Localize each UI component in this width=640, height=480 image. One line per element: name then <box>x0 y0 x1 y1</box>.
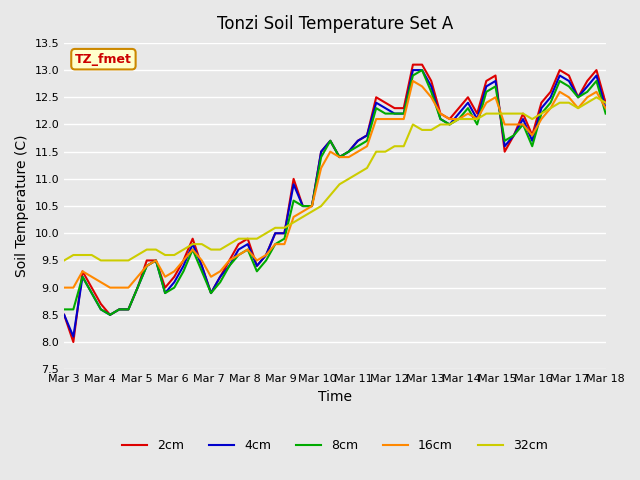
16cm <box>235 252 243 258</box>
16cm <box>400 116 408 122</box>
Line: 16cm: 16cm <box>64 81 605 288</box>
32cm <box>593 95 600 100</box>
Legend: 2cm, 4cm, 8cm, 16cm, 32cm: 2cm, 4cm, 8cm, 16cm, 32cm <box>117 434 553 457</box>
X-axis label: Time: Time <box>318 390 352 404</box>
Y-axis label: Soil Temperature (C): Soil Temperature (C) <box>15 135 29 277</box>
32cm <box>244 236 252 241</box>
2cm <box>602 100 609 106</box>
32cm <box>198 241 205 247</box>
4cm <box>244 241 252 247</box>
8cm <box>207 290 215 296</box>
4cm <box>602 105 609 111</box>
4cm <box>409 67 417 73</box>
8cm <box>161 290 169 296</box>
Line: 8cm: 8cm <box>64 70 605 315</box>
8cm <box>106 312 114 318</box>
2cm <box>70 339 77 345</box>
16cm <box>409 78 417 84</box>
16cm <box>216 268 224 274</box>
8cm <box>60 307 68 312</box>
32cm <box>152 247 160 252</box>
8cm <box>409 72 417 78</box>
Line: 32cm: 32cm <box>64 97 605 261</box>
16cm <box>198 258 205 264</box>
8cm <box>418 67 426 73</box>
8cm <box>225 263 233 269</box>
Line: 4cm: 4cm <box>64 70 605 336</box>
2cm <box>207 290 215 296</box>
2cm <box>225 258 233 264</box>
Line: 2cm: 2cm <box>64 65 605 342</box>
32cm <box>235 236 243 241</box>
16cm <box>602 105 609 111</box>
16cm <box>244 247 252 252</box>
16cm <box>60 285 68 290</box>
Text: TZ_fmet: TZ_fmet <box>75 53 132 66</box>
2cm <box>60 312 68 318</box>
4cm <box>60 312 68 318</box>
4cm <box>418 67 426 73</box>
4cm <box>225 263 233 269</box>
4cm <box>161 290 169 296</box>
8cm <box>253 268 260 274</box>
2cm <box>161 285 169 290</box>
4cm <box>253 263 260 269</box>
4cm <box>207 290 215 296</box>
32cm <box>602 100 609 106</box>
2cm <box>409 62 417 68</box>
2cm <box>253 263 260 269</box>
8cm <box>602 111 609 117</box>
2cm <box>418 62 426 68</box>
Title: Tonzi Soil Temperature Set A: Tonzi Soil Temperature Set A <box>217 15 453 33</box>
16cm <box>152 258 160 264</box>
8cm <box>244 247 252 252</box>
32cm <box>60 258 68 264</box>
32cm <box>216 247 224 252</box>
2cm <box>244 236 252 241</box>
4cm <box>70 334 77 339</box>
32cm <box>400 144 408 149</box>
